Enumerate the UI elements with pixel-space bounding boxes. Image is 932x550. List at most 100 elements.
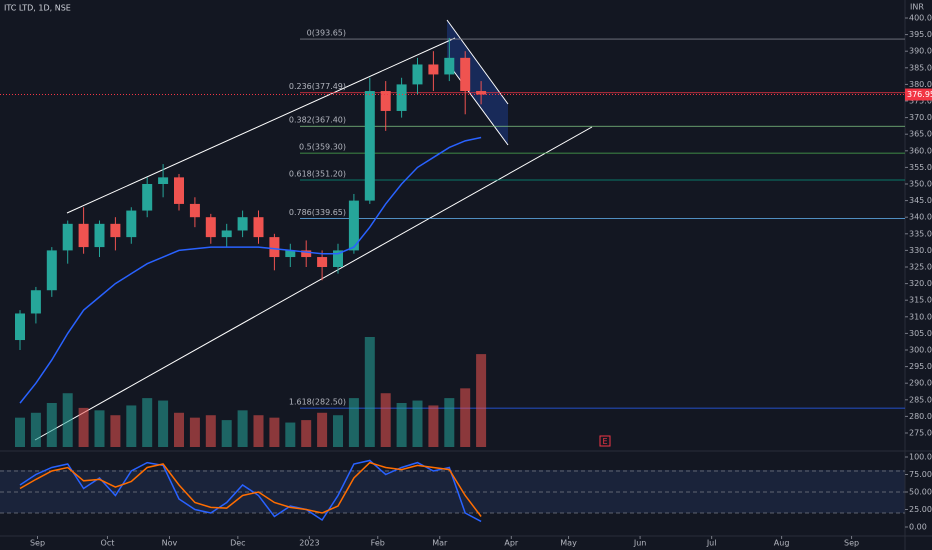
candle-body [142,184,153,211]
trend-line [446,61,509,146]
candle-body [78,223,89,248]
trend-line [446,19,509,105]
candle-body [253,217,264,238]
volume-bar [158,400,169,447]
volume-bar [333,415,343,447]
osc-tick-label: 100.00 [909,453,932,462]
candle-body [30,290,41,314]
fib-label: 0.382(367.40) [289,116,346,125]
x-tick-label: Sep [844,539,859,548]
y-tick-label: 320.00 [909,279,932,288]
last-price-tag [905,88,932,101]
osc-tick-label: 25.00 [909,505,932,514]
x-tick-label: Feb [371,539,385,548]
candle-body [333,250,343,267]
candle-body [444,57,455,75]
candle-body [126,210,137,238]
y-tick-label: 365.00 [909,130,932,139]
y-tick-label: 315.00 [909,296,932,305]
x-tick-label: Aug [774,539,790,548]
y-tick-label: 295.00 [909,362,932,371]
fib-label: 1.618(282.50) [289,398,346,407]
candle-body [317,257,328,267]
volume-bar [412,400,423,447]
y-tick-label: 305.00 [909,329,932,338]
y-tick-label: 335.00 [909,229,932,238]
y-tick-label: 290.00 [909,379,932,388]
osc-tick-label: 75.00 [909,470,932,479]
candle-body [269,237,280,258]
volume-bar [253,415,264,447]
osc-tick-label: 0.00 [909,523,927,532]
volume-bar [269,417,280,447]
volume-bar [46,403,57,447]
volume-bar [94,410,105,447]
fib-label: 0(393.65) [307,29,346,38]
candle-body [94,223,105,248]
y-tick-label: 275.00 [909,429,932,438]
y-tick-label: 380.00 [909,80,932,89]
y-tick-label: 280.00 [909,412,932,421]
candle-body [460,57,471,92]
candle-body [221,230,232,238]
candle-body [189,203,200,218]
volume-bar [189,417,200,447]
y-tick-label: 385.00 [909,63,932,72]
x-tick-label: Dec [230,539,245,548]
moving-average [19,136,482,404]
last-price-label: 376.95 [907,90,932,99]
volume-bar [205,415,216,447]
volume-bar [237,410,248,447]
y-tick-label: 390.00 [909,47,932,56]
candle-body [396,84,407,111]
fib-label: 0.236(377.49) [289,82,346,91]
x-tick-label: May [560,539,577,548]
trend-line [66,37,456,214]
y-tick-label: 355.00 [909,163,932,172]
candle-body [158,177,169,184]
osc-tick-label: 50.00 [909,488,932,497]
candle-body [348,200,359,251]
event-marker: E [602,437,607,446]
volume-bar [285,422,296,447]
candle-body [46,250,57,291]
x-tick-label: Mar [432,539,448,548]
y-tick-label: 300.00 [909,346,932,355]
y-tick-label: 375.00 [909,97,932,106]
candle-body [380,91,391,111]
x-tick-label: Jul [706,539,717,548]
trend-line [34,126,593,441]
x-tick-label: Sep [30,539,45,548]
candle-body [428,64,439,75]
volume-bar [476,354,487,447]
candle-body [237,217,248,231]
symbol-title: ITC LTD, 1D, NSE [4,4,71,13]
y-tick-label: 285.00 [909,395,932,404]
x-tick-label: Nov [162,539,178,548]
candle-body [412,64,423,85]
candle-body [110,223,121,238]
y-tick-label: 345.00 [909,196,932,205]
volume-bar [301,420,312,447]
volume-bar [364,337,375,447]
y-tick-label: 310.00 [909,312,932,321]
y-tick-label: 330.00 [909,246,932,255]
event-box [599,435,611,447]
fib-label: 0.618(351.20) [289,170,346,179]
x-tick-label: Oct [101,539,115,548]
volume-bar [221,420,232,447]
candle-body [205,217,216,238]
volume-bar [428,405,439,447]
y-tick-label: 350.00 [909,180,932,189]
y-tick-label: 325.00 [909,263,932,272]
fib-label: 0.786(339.65) [289,208,346,217]
candle-body [62,223,73,251]
volume-bar [348,398,359,447]
volume-bar [317,412,328,447]
currency: INR [910,3,924,12]
volume-bar [444,398,455,447]
fib-label: 0.5(359.30) [299,143,346,152]
y-tick-label: 400.00 [909,14,932,23]
candle-body [301,250,312,258]
